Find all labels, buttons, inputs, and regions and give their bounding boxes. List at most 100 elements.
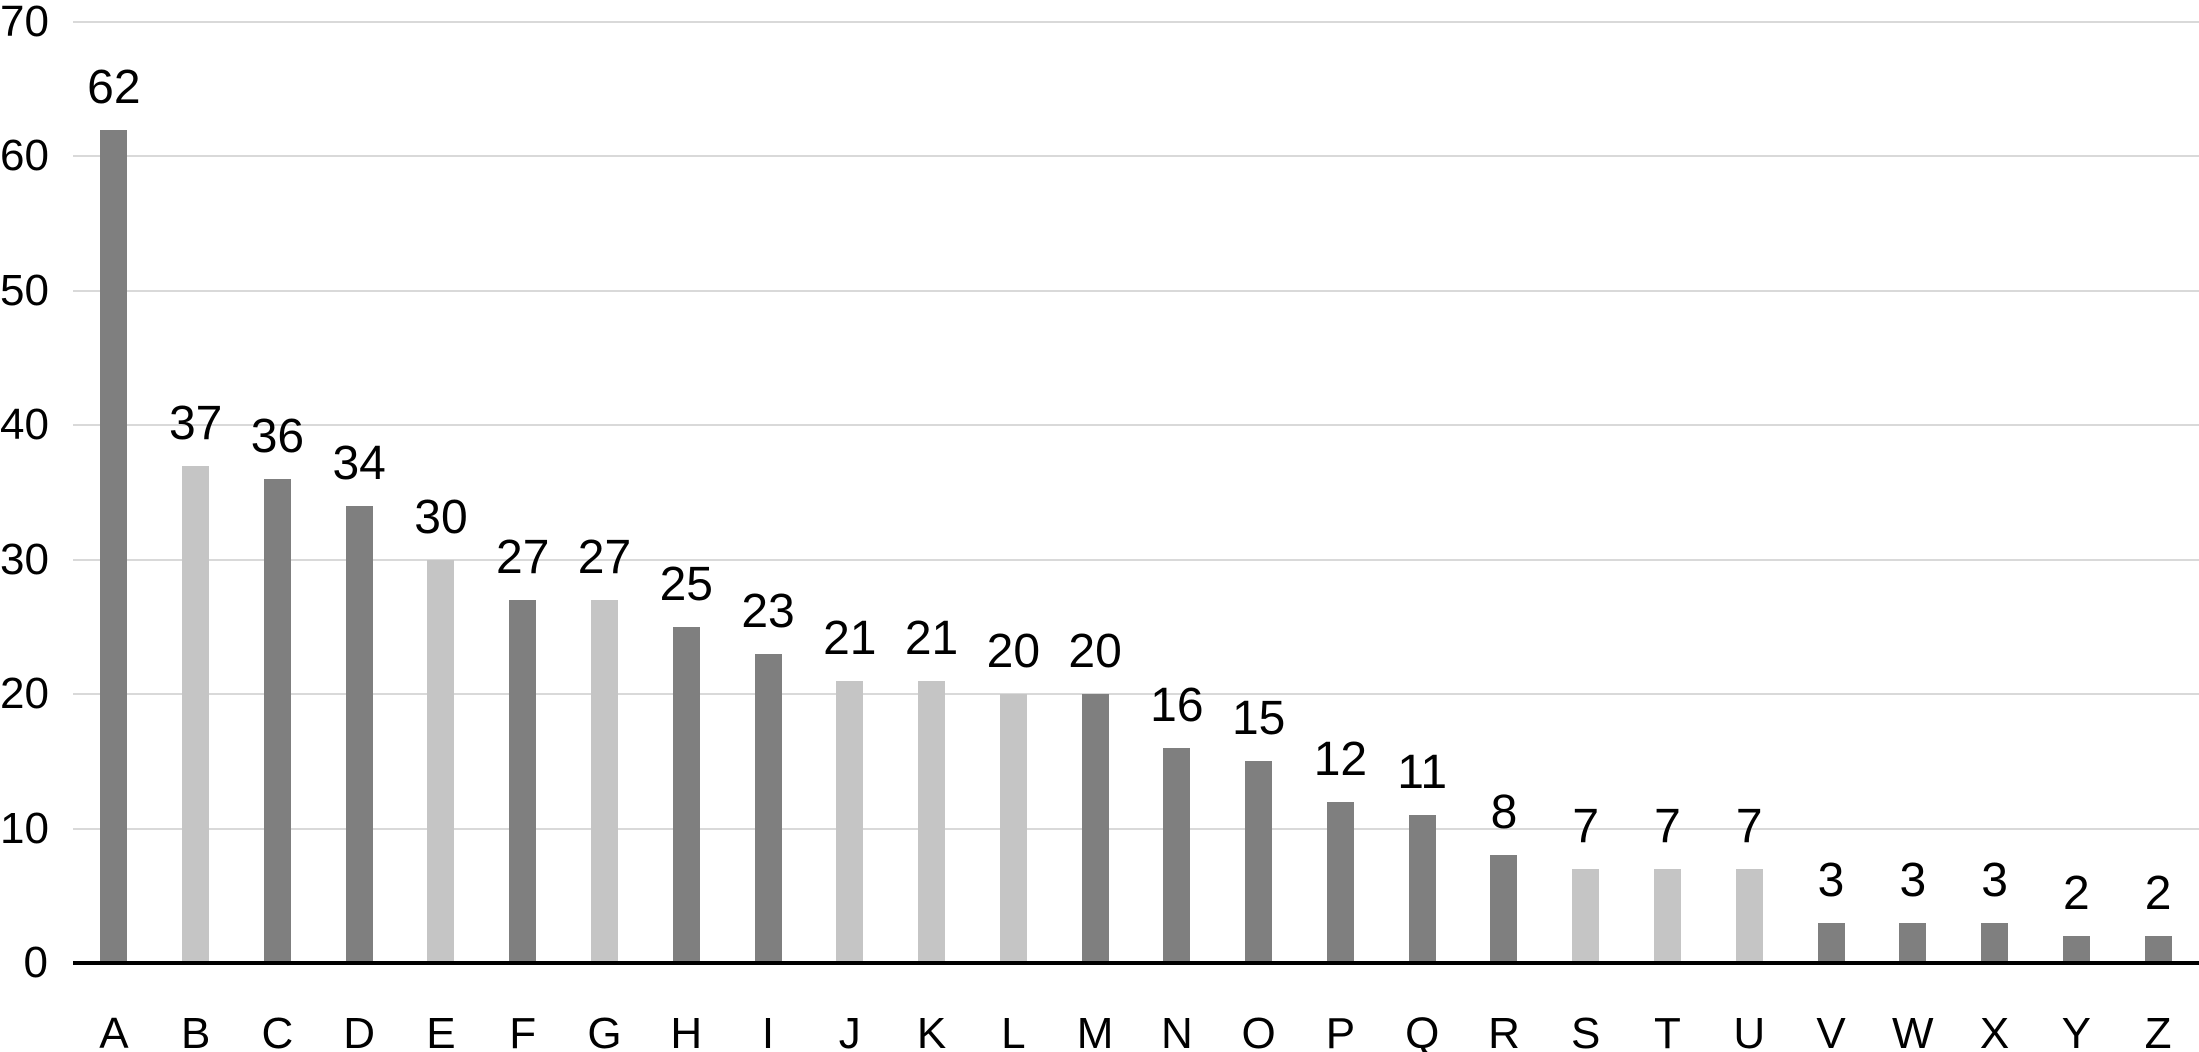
bar-G (591, 600, 618, 963)
value-label-I: 23 (741, 584, 795, 638)
x-tick-L: L (1001, 1009, 1026, 1052)
y-tick-30: 30 (0, 534, 49, 584)
y-tick-70: 70 (0, 0, 49, 46)
gridline-20 (73, 693, 2199, 696)
x-tick-X: X (1979, 1009, 2010, 1052)
bar-T (1654, 868, 1681, 963)
value-label-S: 7 (1572, 799, 1600, 853)
x-tick-N: N (1160, 1009, 1193, 1052)
x-tick-M: M (1076, 1009, 1114, 1052)
value-label-H: 25 (659, 557, 713, 611)
value-label-P: 12 (1313, 732, 1368, 786)
x-tick-G: G (587, 1009, 622, 1052)
value-label-T: 7 (1654, 799, 1681, 853)
x-tick-B: B (180, 1009, 211, 1052)
bar-X (1981, 922, 2009, 963)
y-tick-20: 20 (0, 669, 49, 719)
value-label-Q: 11 (1397, 746, 1448, 800)
bar-B (182, 465, 210, 963)
value-label-O: 15 (1231, 692, 1286, 746)
x-tick-V: V (1816, 1009, 1846, 1052)
bar-O (1245, 761, 1273, 963)
bar-Q (1408, 815, 1436, 963)
bar-R (1490, 855, 1518, 963)
x-axis-line (73, 961, 2199, 965)
value-label-B: 37 (168, 396, 223, 450)
bar-K (918, 680, 946, 963)
x-tick-T: T (1654, 1009, 1681, 1052)
bar-S (1572, 868, 1600, 963)
gridline-40 (73, 424, 2199, 427)
x-tick-A: A (99, 1009, 129, 1052)
bar-N (1163, 747, 1191, 963)
x-tick-J: J (838, 1009, 861, 1052)
gridline-50 (73, 289, 2199, 292)
gridline-30 (73, 558, 2199, 561)
y-tick-50: 50 (0, 265, 49, 315)
x-tick-Y: Y (2061, 1009, 2092, 1052)
y-tick-60: 60 (0, 131, 49, 181)
value-label-Y: 2 (2062, 867, 2090, 921)
value-label-X: 3 (1981, 853, 2008, 907)
y-tick-10: 10 (0, 803, 49, 853)
gridline-70 (73, 21, 2199, 23)
value-label-Z: 2 (2144, 867, 2172, 921)
bar-M (1081, 694, 1109, 963)
x-tick-Q: Q (1405, 1009, 1440, 1052)
bar-Z (2144, 936, 2172, 963)
bar-J (836, 680, 864, 963)
y-tick-0: 0 (23, 938, 48, 987)
bar-A (100, 129, 128, 963)
x-tick-W: W (1892, 1009, 1934, 1052)
x-tick-I: I (761, 1009, 775, 1052)
x-tick-S: S (1571, 1009, 1601, 1052)
bar-U (1735, 868, 1763, 963)
value-label-C: 36 (250, 410, 305, 464)
x-tick-H: H (670, 1009, 703, 1052)
value-label-N: 16 (1150, 678, 1204, 732)
y-tick-40: 40 (0, 400, 49, 450)
bar-Y (2062, 936, 2090, 963)
value-label-D: 34 (332, 436, 386, 490)
bar-I (754, 653, 782, 963)
x-tick-K: K (916, 1009, 947, 1052)
x-tick-F: F (509, 1009, 537, 1052)
bar-E (427, 559, 455, 963)
bar-C (263, 479, 291, 963)
value-label-G: 27 (577, 531, 632, 585)
x-tick-C: C (261, 1009, 294, 1052)
gridline-10 (73, 827, 2199, 830)
x-tick-Z: Z (2144, 1009, 2172, 1052)
bar-L (999, 694, 1027, 963)
x-tick-P: P (1325, 1009, 1356, 1052)
bar-W (1899, 922, 1927, 963)
value-label-E: 30 (414, 490, 468, 544)
value-label-R: 8 (1490, 786, 1518, 840)
x-tick-D: D (343, 1009, 376, 1052)
bar-H (672, 626, 700, 963)
x-tick-U: U (1733, 1009, 1766, 1052)
value-label-U: 7 (1735, 799, 1763, 853)
value-label-J: 21 (823, 611, 877, 665)
bar-P (1326, 801, 1354, 963)
value-label-V: 3 (1817, 853, 1845, 907)
value-label-F: 27 (496, 531, 550, 585)
x-tick-R: R (1488, 1009, 1520, 1052)
value-label-A: 62 (87, 60, 141, 114)
bar-V (1817, 922, 1845, 963)
bar-D (345, 505, 373, 963)
value-label-M: 20 (1068, 625, 1122, 679)
value-label-L: 20 (986, 625, 1041, 679)
x-tick-O: O (1241, 1009, 1276, 1052)
bar-F (509, 600, 537, 963)
x-tick-E: E (426, 1009, 456, 1052)
value-label-K: 21 (904, 611, 959, 665)
value-label-W: 3 (1899, 853, 1927, 907)
gridline-60 (73, 155, 2199, 158)
